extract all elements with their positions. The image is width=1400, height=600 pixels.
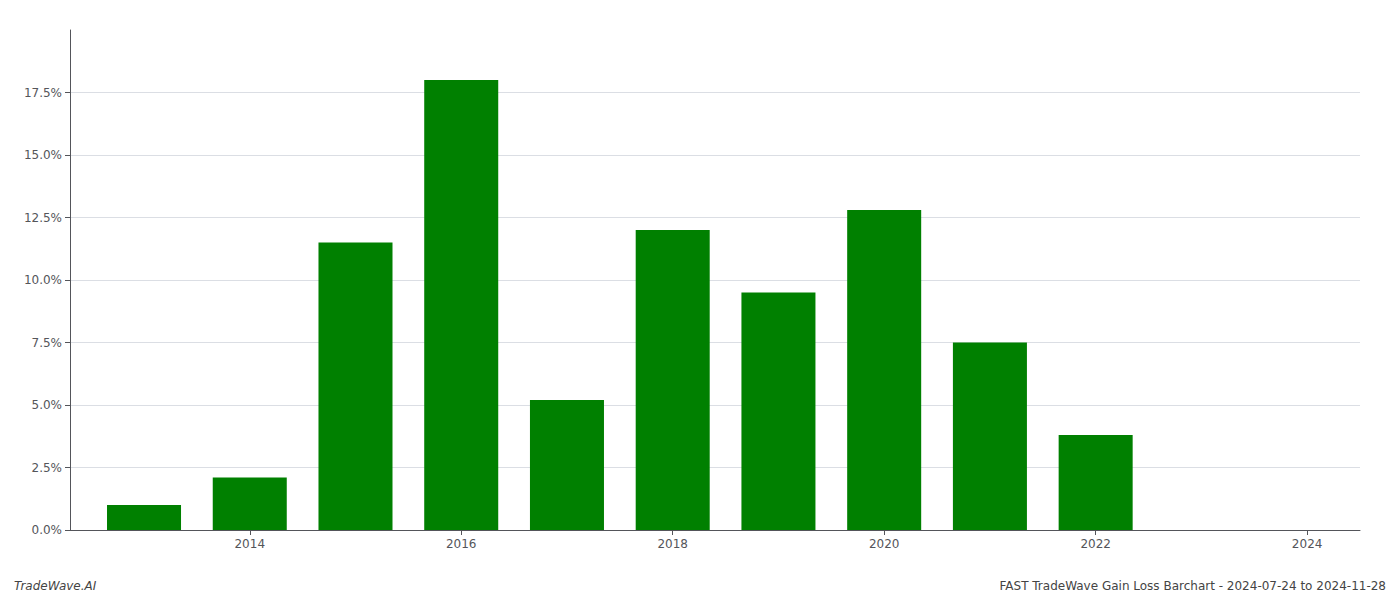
svg-text:10.0%: 10.0% (24, 273, 62, 287)
svg-text:TradeWave.AI: TradeWave.AI (14, 579, 97, 593)
svg-text:17.5%: 17.5% (24, 86, 62, 100)
svg-text:15.0%: 15.0% (24, 148, 62, 162)
svg-text:0.0%: 0.0% (32, 523, 63, 537)
svg-text:2014: 2014 (234, 537, 265, 551)
svg-text:2020: 2020 (869, 537, 900, 551)
svg-text:2016: 2016 (446, 537, 477, 551)
svg-text:12.5%: 12.5% (24, 211, 62, 225)
svg-text:2018: 2018 (657, 537, 688, 551)
svg-text:2.5%: 2.5% (32, 461, 63, 475)
svg-text:7.5%: 7.5% (32, 336, 63, 350)
svg-text:2022: 2022 (1080, 537, 1111, 551)
svg-text:2024: 2024 (1292, 537, 1323, 551)
svg-text:FAST TradeWave Gain Loss Barch: FAST TradeWave Gain Loss Barchart - 2024… (1000, 579, 1386, 593)
svg-text:5.0%: 5.0% (32, 398, 63, 412)
